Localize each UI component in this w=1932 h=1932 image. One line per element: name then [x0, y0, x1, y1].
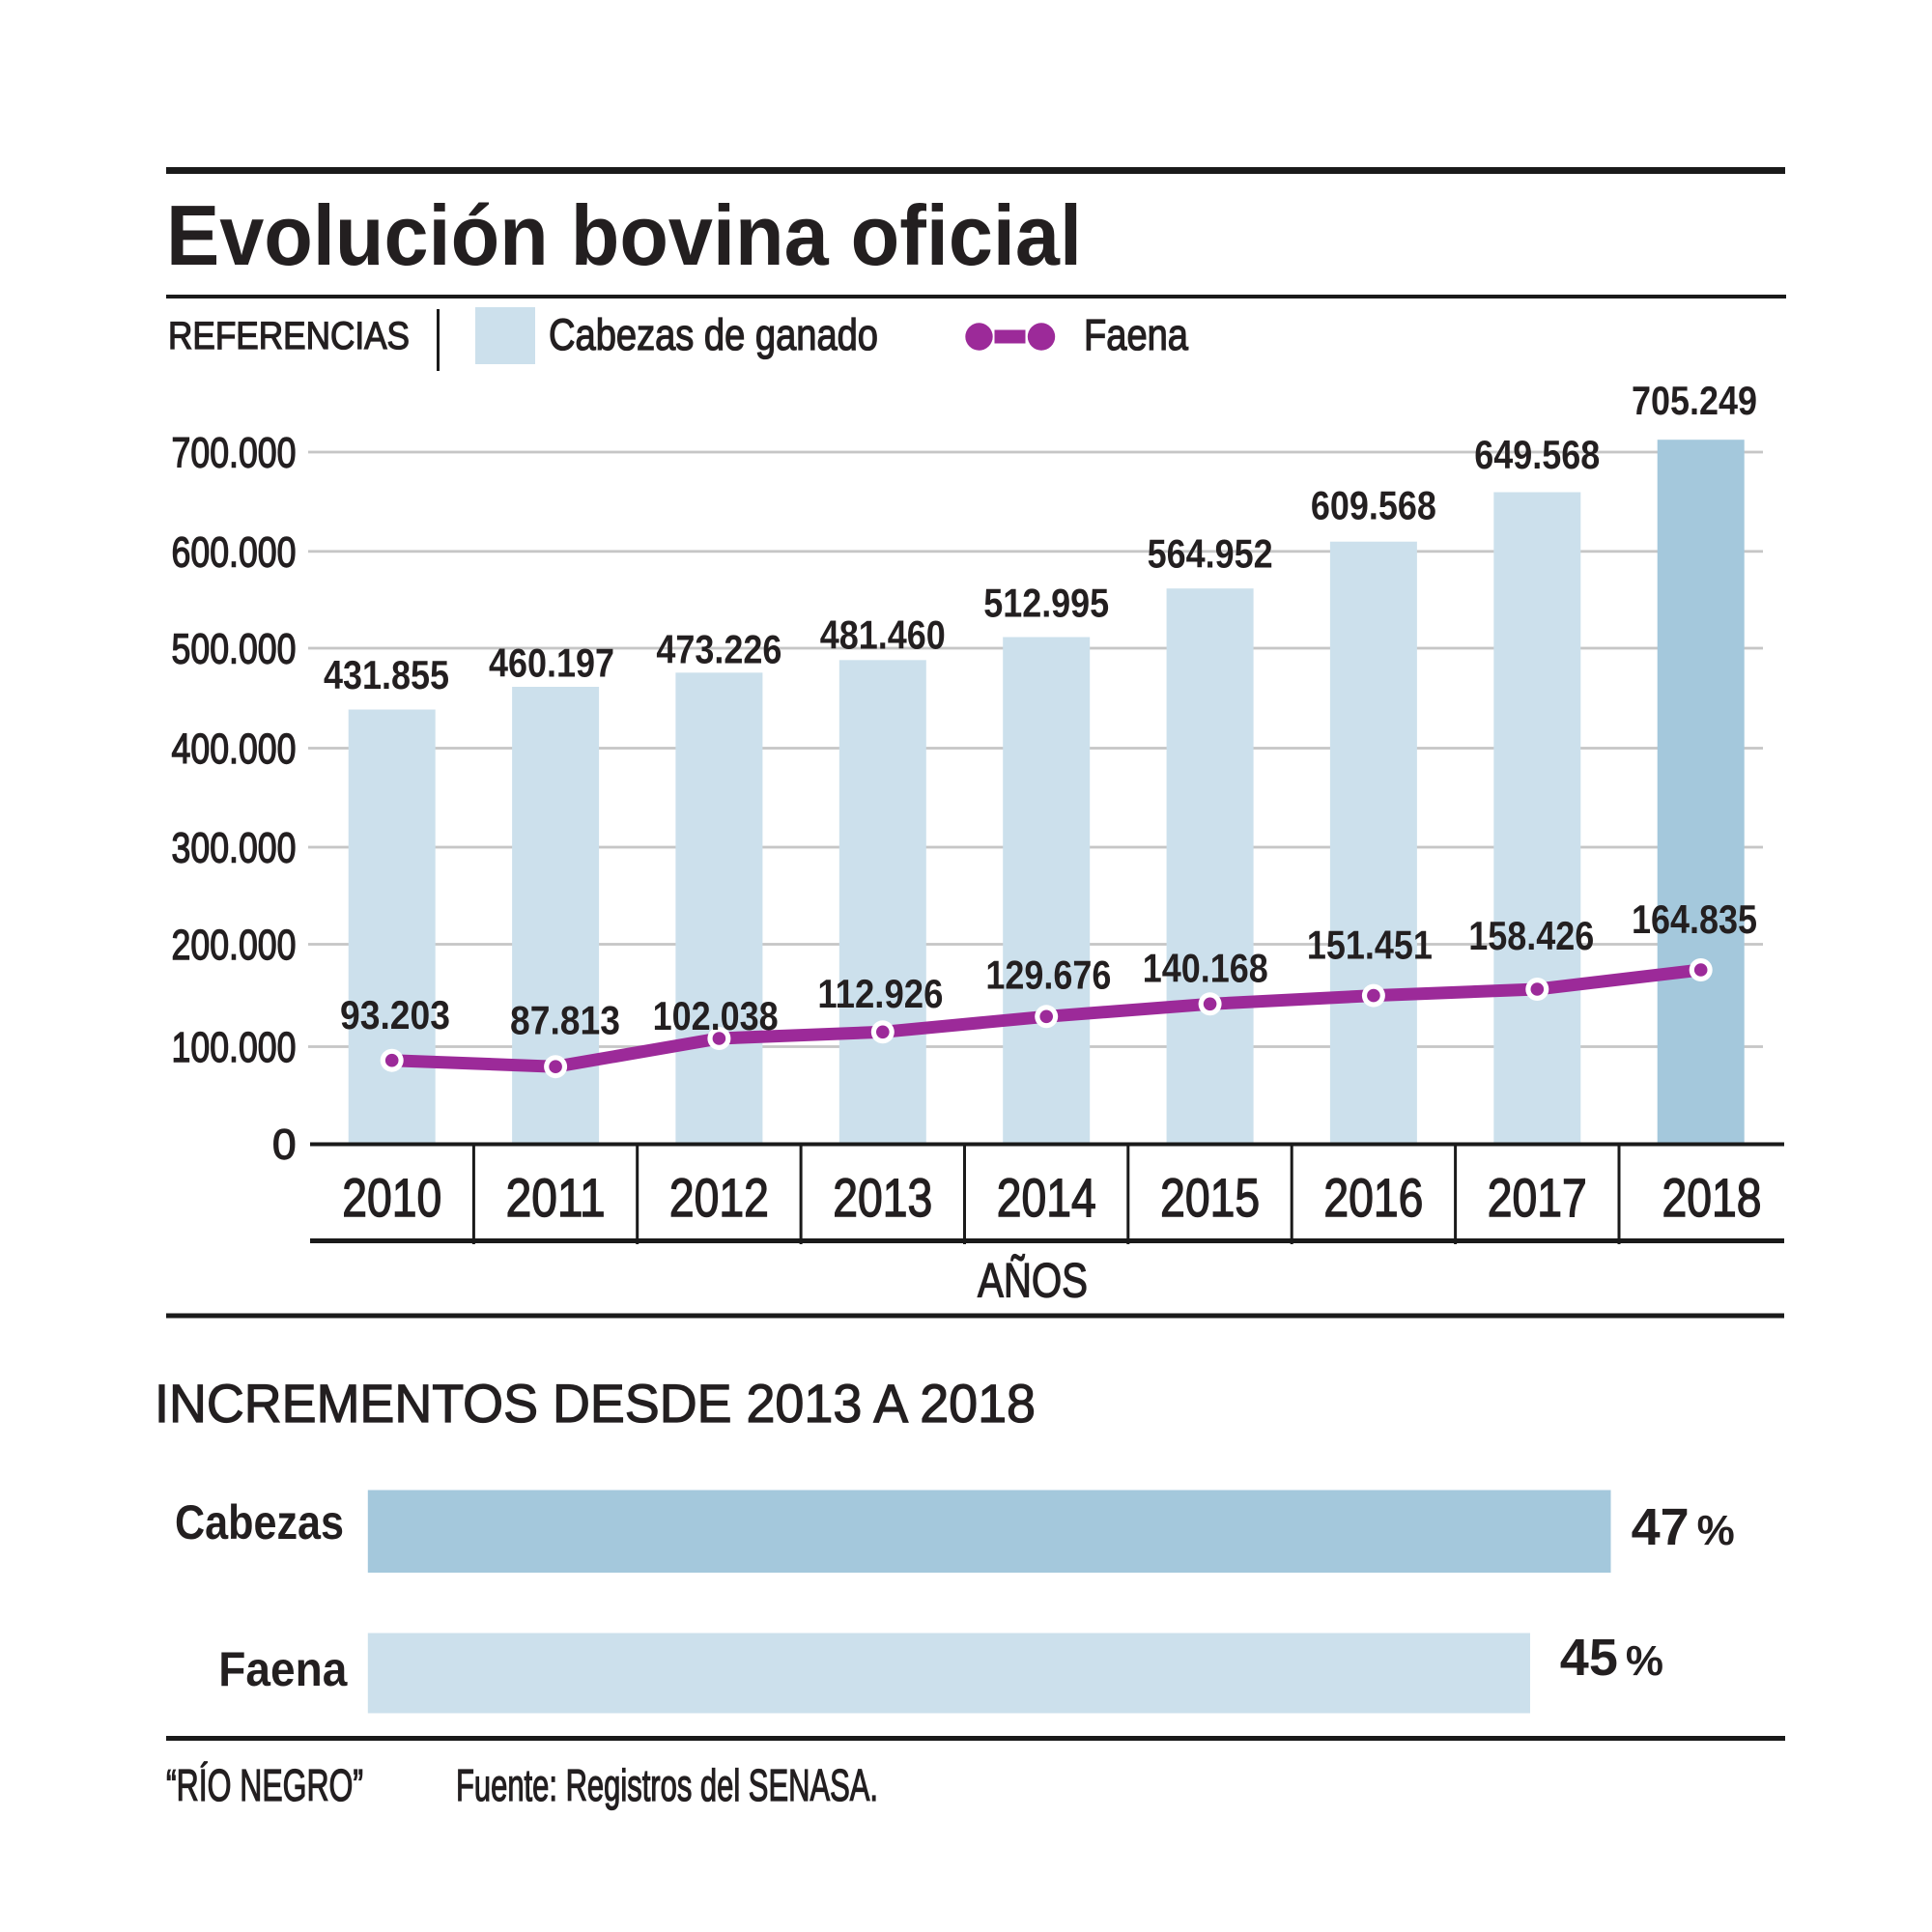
svg-text:102.038: 102.038	[653, 993, 779, 1038]
svg-text:164.835: 164.835	[1632, 896, 1757, 942]
svg-text:100.000: 100.000	[172, 1024, 297, 1071]
svg-text:2018: 2018	[1662, 1167, 1762, 1228]
svg-text:Faena: Faena	[218, 1642, 348, 1696]
svg-text:700.000: 700.000	[172, 430, 297, 477]
svg-text:112.926: 112.926	[817, 971, 943, 1016]
svg-text:2014: 2014	[997, 1167, 1096, 1228]
svg-text:473.226: 473.226	[656, 627, 781, 672]
svg-text:Evolución bovina oficial: Evolución bovina oficial	[166, 187, 1082, 283]
svg-text:649.568: 649.568	[1474, 432, 1600, 477]
svg-text:431.855: 431.855	[324, 652, 449, 697]
svg-text:460.197: 460.197	[489, 640, 614, 686]
svg-text:140.168: 140.168	[1143, 946, 1268, 991]
svg-text:2015: 2015	[1160, 1167, 1260, 1228]
svg-text:REFERENCIAS: REFERENCIAS	[168, 315, 410, 357]
svg-text:129.676: 129.676	[985, 952, 1111, 998]
svg-text:2016: 2016	[1323, 1167, 1423, 1228]
svg-text:512.995: 512.995	[983, 581, 1109, 626]
svg-text:564.952: 564.952	[1148, 530, 1273, 576]
svg-text:158.426: 158.426	[1468, 913, 1594, 958]
svg-text:93.203: 93.203	[340, 992, 450, 1037]
svg-text:Cabezas de ganado: Cabezas de ganado	[549, 310, 878, 359]
svg-text:500.000: 500.000	[172, 626, 297, 673]
svg-text:“RÍO NEGRO”: “RÍO NEGRO”	[166, 1760, 363, 1810]
svg-text:45%: 45%	[1560, 1629, 1663, 1687]
svg-text:481.460: 481.460	[820, 612, 946, 658]
svg-text:Fuente: Registros del SENASA.: Fuente: Registros del SENASA.	[456, 1760, 878, 1810]
svg-text:705.249: 705.249	[1632, 378, 1757, 423]
svg-text:200.000: 200.000	[172, 922, 297, 969]
svg-text:2011: 2011	[506, 1167, 606, 1228]
svg-text:609.568: 609.568	[1311, 482, 1436, 527]
svg-text:47%: 47%	[1632, 1498, 1735, 1556]
svg-text:87.813: 87.813	[510, 998, 620, 1043]
svg-text:400.000: 400.000	[172, 725, 297, 773]
svg-text:151.451: 151.451	[1307, 923, 1433, 968]
svg-text:2013: 2013	[833, 1167, 932, 1228]
svg-text:Cabezas: Cabezas	[175, 1495, 344, 1549]
svg-text:2012: 2012	[669, 1167, 769, 1228]
svg-text:INCREMENTOS DESDE 2013 A 2018: INCREMENTOS DESDE 2013 A 2018	[155, 1373, 1036, 1434]
svg-text:600.000: 600.000	[172, 528, 297, 576]
svg-text:2017: 2017	[1488, 1167, 1587, 1228]
svg-text:300.000: 300.000	[172, 825, 297, 872]
svg-text:AÑOS: AÑOS	[978, 1254, 1088, 1308]
svg-text:Faena: Faena	[1084, 310, 1189, 359]
svg-text:0: 0	[272, 1122, 296, 1169]
svg-text:2010: 2010	[342, 1167, 441, 1228]
